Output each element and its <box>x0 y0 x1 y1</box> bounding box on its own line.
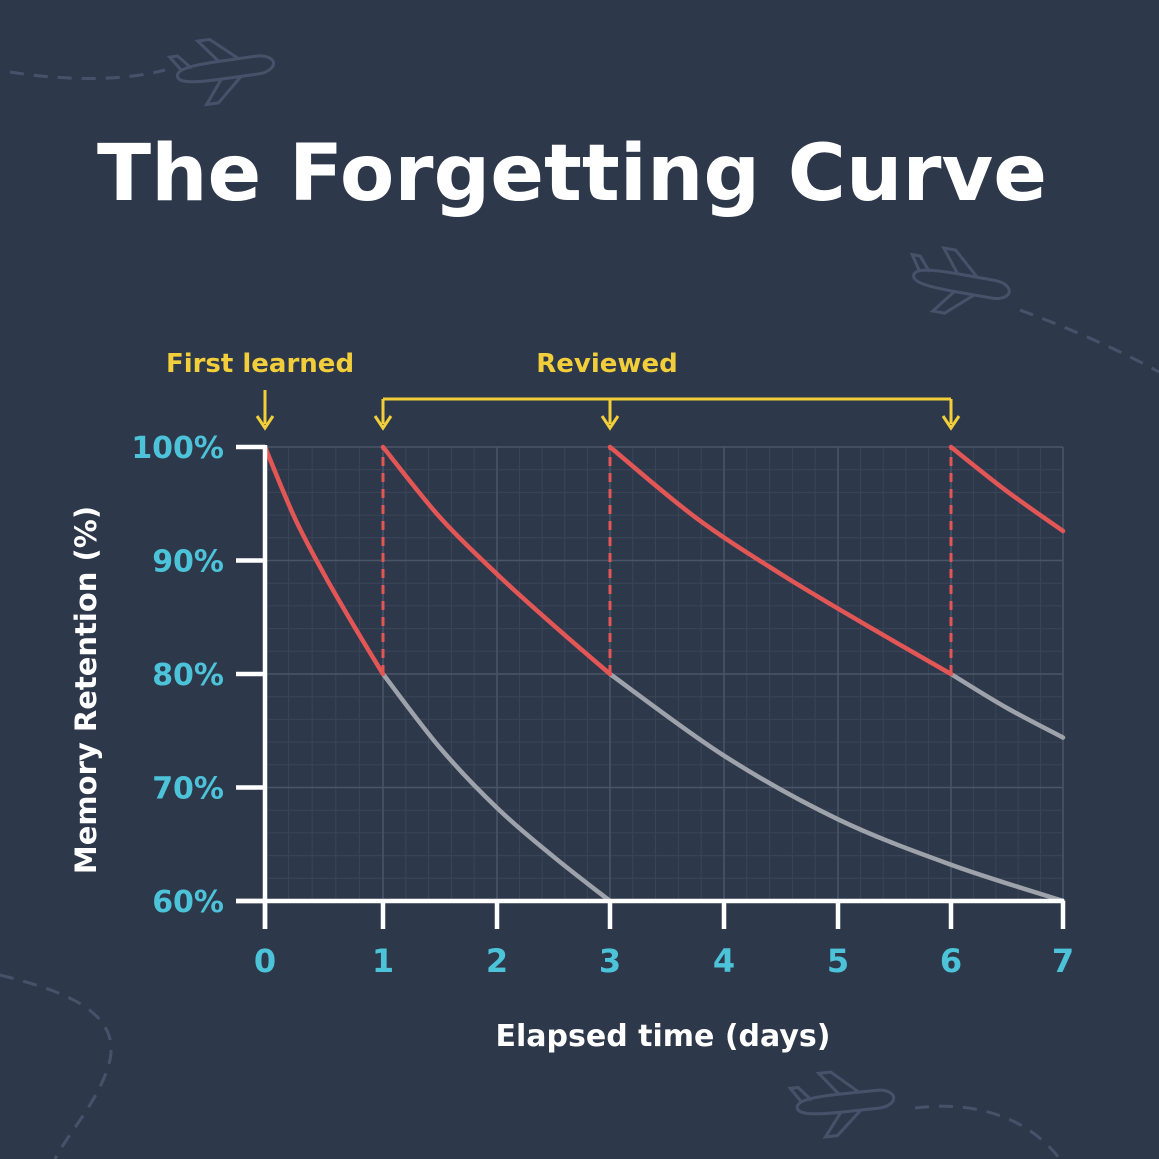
y-tick-label: 70% <box>152 772 224 807</box>
reviewed-label: Reviewed <box>536 349 677 379</box>
flight-path-top-left <box>9 68 166 80</box>
annotation-arrowhead <box>255 415 275 431</box>
x-tick-label: 2 <box>486 942 508 980</box>
review-markers <box>381 447 953 674</box>
x-axis-label: Elapsed time (days) <box>496 1019 831 1054</box>
y-tick-label: 100% <box>131 431 224 466</box>
y-tick-label: 60% <box>152 885 224 920</box>
x-axis-ticks: 0 1 2 3 4 5 6 7 <box>254 942 1074 980</box>
chart-axes <box>236 444 1066 929</box>
annotation-arrows <box>255 390 961 431</box>
annotation-arrowhead <box>600 415 620 431</box>
airplane-icon <box>166 37 275 107</box>
retention-curves <box>262 444 1066 677</box>
airplane-icon <box>787 1070 896 1139</box>
chart-title: The Forgetting Curve <box>97 129 1047 219</box>
forgetting-curve-segment <box>607 671 1066 904</box>
forgetting-curves <box>380 671 1066 904</box>
chart-annotations: First learned Reviewed <box>166 349 961 431</box>
x-tick-label: 7 <box>1052 942 1074 980</box>
flight-path-bottom-right <box>914 1104 1062 1159</box>
flight-path-bottom-left <box>0 973 113 1159</box>
x-tick-label: 6 <box>940 942 962 980</box>
retention-curve-segment <box>262 444 386 677</box>
annotation-arrowhead <box>941 415 961 431</box>
x-tick-label: 1 <box>372 942 394 980</box>
x-tick-label: 4 <box>713 942 735 980</box>
y-tick-label: 80% <box>152 658 224 693</box>
first-learned-label: First learned <box>166 349 354 379</box>
retention-curve-segment <box>948 444 1066 534</box>
decoration-layer <box>0 37 1159 1159</box>
forgetting-curve-segment <box>948 671 1066 740</box>
x-tick-label: 5 <box>827 942 849 980</box>
airplane-icon <box>909 246 1011 315</box>
forgetting-curve-segment <box>380 671 613 904</box>
retention-curve-segment <box>607 444 954 677</box>
y-tick-label: 90% <box>152 545 224 580</box>
flight-path-right <box>1019 308 1159 374</box>
y-axis-label: Memory Retention (%) <box>69 506 103 874</box>
x-tick-label: 0 <box>254 942 276 980</box>
retention-curve-segment <box>380 444 613 677</box>
x-tick-label: 3 <box>599 942 621 980</box>
annotation-arrowhead <box>373 415 393 431</box>
y-axis-ticks: 100% 90% 80% 70% 60% <box>131 431 224 920</box>
